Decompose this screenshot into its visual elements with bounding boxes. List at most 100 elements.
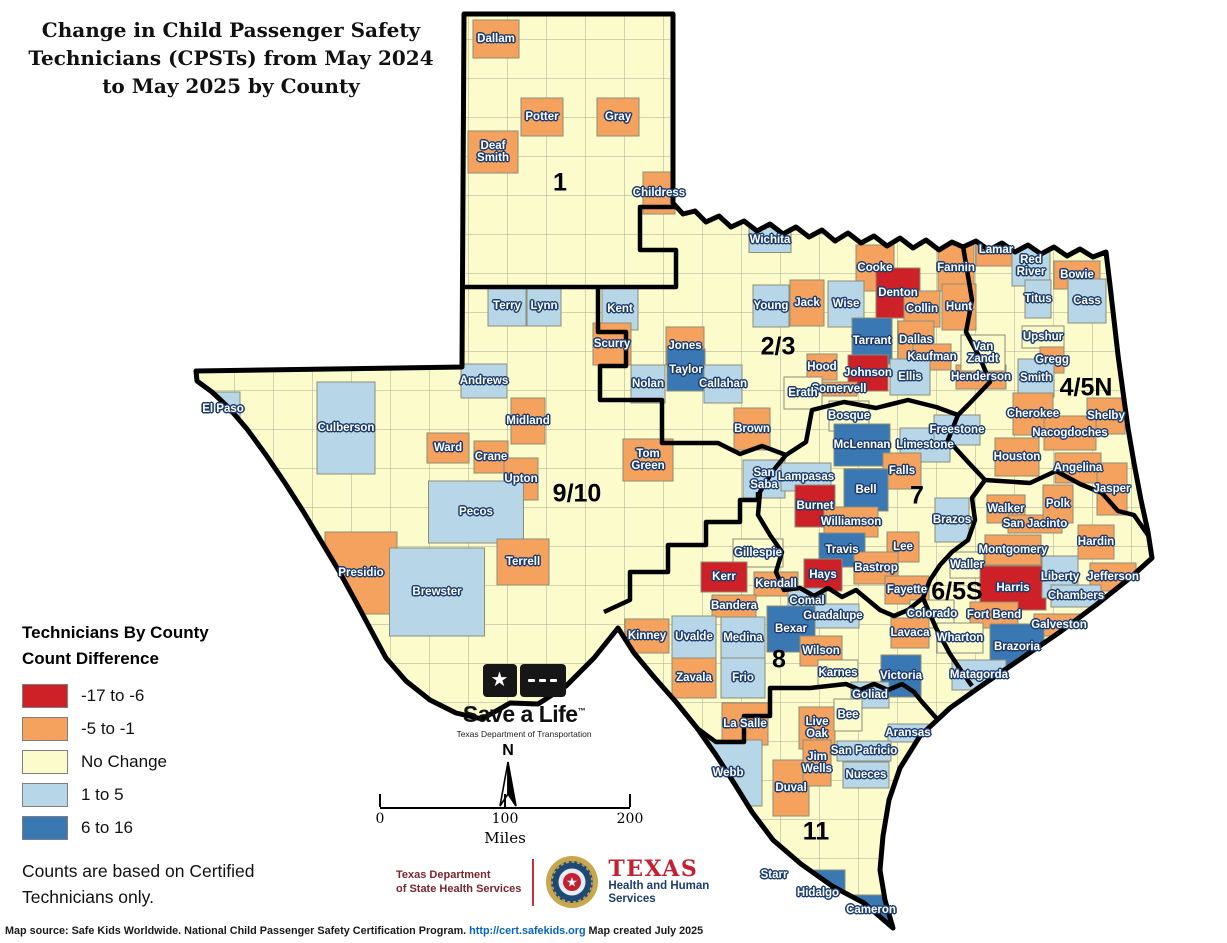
legend-swatch — [22, 750, 68, 774]
texas-outline — [193, 11, 1155, 931]
county-montgomery — [984, 534, 1042, 566]
legend-label: No Change — [81, 752, 168, 771]
hhs-logo-text: TEXAS Health and Human Services — [608, 855, 710, 905]
texas-hhs-seal-icon: ★ — [546, 856, 599, 908]
source-link[interactable]: http://cert.safekids.org — [469, 925, 586, 937]
scale-bar-line — [378, 794, 632, 809]
county-zavala — [671, 657, 717, 699]
county-jim-wells — [802, 739, 832, 787]
county-somervell — [820, 381, 858, 397]
legend-item: 6 to 16 — [22, 816, 209, 840]
legend-label: 6 to 16 — [81, 818, 133, 837]
county-terrell — [496, 538, 550, 586]
county-guadalupe — [806, 603, 860, 629]
page-title: Change in Child Passenger Safety Technic… — [28, 18, 434, 98]
county-potter — [520, 97, 564, 137]
county-houston — [994, 437, 1040, 477]
county-andrews — [460, 363, 508, 399]
legend-item: 1 to 5 — [22, 783, 209, 807]
county-ellis — [889, 358, 931, 396]
legend: Technicians By County Count Difference -… — [22, 620, 209, 849]
legend-swatch — [22, 783, 68, 807]
county-lavaca — [890, 617, 930, 649]
scale-bar: 0 100 200 Miles — [376, 794, 643, 847]
county-bandera — [711, 594, 757, 618]
county-bee — [833, 698, 863, 732]
county-frio — [720, 657, 766, 699]
county-mclennan — [833, 423, 891, 467]
agency-logos: Texas Department of State Health Service… — [396, 855, 709, 909]
county-brown — [733, 407, 771, 451]
county-lynn — [526, 285, 562, 327]
county-tom-green — [622, 438, 674, 482]
footnote: Counts are based on Certified Technician… — [22, 861, 255, 908]
county-presidio — [324, 531, 398, 615]
county-cass — [1067, 278, 1107, 324]
county-brazos — [934, 497, 970, 543]
txdot-save-a-life-logo: ★ Save a Life™ Texas Department of Trans… — [453, 664, 595, 739]
legend-label: -5 to -1 — [81, 719, 135, 738]
county-san-patricio — [836, 740, 892, 762]
county-titus — [1024, 279, 1052, 319]
county-burnet — [794, 484, 836, 528]
trademark: ™ — [577, 706, 586, 716]
county-waller — [949, 551, 985, 579]
legend-item: -5 to -1 — [22, 717, 209, 741]
region-boundaries — [462, 204, 1152, 745]
county-hays — [803, 558, 843, 592]
scale-tick-label: 100 — [491, 811, 519, 827]
county-nolan — [630, 364, 666, 404]
dashes-icon — [519, 664, 566, 697]
county-starr — [749, 859, 799, 891]
txdot-flag-icon: ★ — [453, 664, 595, 697]
county-gray — [596, 97, 640, 137]
county-nueces — [842, 761, 890, 789]
legend-swatch — [22, 816, 68, 840]
county-angelina — [1054, 452, 1102, 484]
legend-item: -17 to -6 — [22, 684, 209, 708]
north-label: N — [502, 742, 514, 759]
county-williamson — [823, 506, 879, 538]
county-midland — [510, 397, 546, 445]
legend-swatch — [22, 717, 68, 741]
county-ward — [426, 432, 470, 464]
county-upshur — [1021, 325, 1065, 349]
scale-tick — [628, 794, 632, 807]
county-culberson — [316, 381, 376, 475]
dshs-logo-text: Texas Department of State Health Service… — [396, 868, 522, 895]
county-terry — [487, 285, 527, 327]
scale-tick-label: 200 — [616, 811, 644, 827]
county-hood — [806, 353, 838, 381]
county-jack — [789, 279, 825, 327]
county-jasper — [1096, 462, 1128, 516]
county-taylor — [666, 348, 706, 392]
logo-divider — [532, 858, 535, 906]
scale-tick — [503, 794, 507, 807]
county-nacogdoches — [1043, 415, 1097, 451]
scale-bar-unit: Miles — [484, 829, 526, 847]
county-polk — [1042, 484, 1074, 524]
county-hardin — [1077, 524, 1115, 560]
county-uvalde — [671, 615, 717, 659]
legend-label: 1 to 5 — [81, 785, 124, 804]
county-falls — [882, 452, 922, 490]
county-dallam — [472, 19, 520, 59]
legend-title: Technicians By County Count Difference — [22, 623, 209, 668]
txdot-subtitle: Texas Department of Transportation — [456, 729, 592, 739]
county-erath — [783, 376, 823, 410]
county-crane — [473, 440, 509, 474]
county-brewster — [389, 547, 485, 637]
county-kerr — [700, 561, 748, 593]
txdot-title: Save a Life™ — [462, 701, 586, 727]
county-callahan — [703, 364, 743, 404]
scale-tick — [378, 794, 382, 807]
county-deaf-smith — [467, 130, 519, 174]
county-bell — [843, 468, 889, 512]
scale-tick-label: 0 — [375, 811, 385, 827]
county-el-paso — [205, 391, 241, 427]
source-suffix: Map created July 2025 — [585, 925, 704, 937]
county-smith — [1017, 358, 1055, 398]
svg-text:★: ★ — [567, 875, 579, 890]
